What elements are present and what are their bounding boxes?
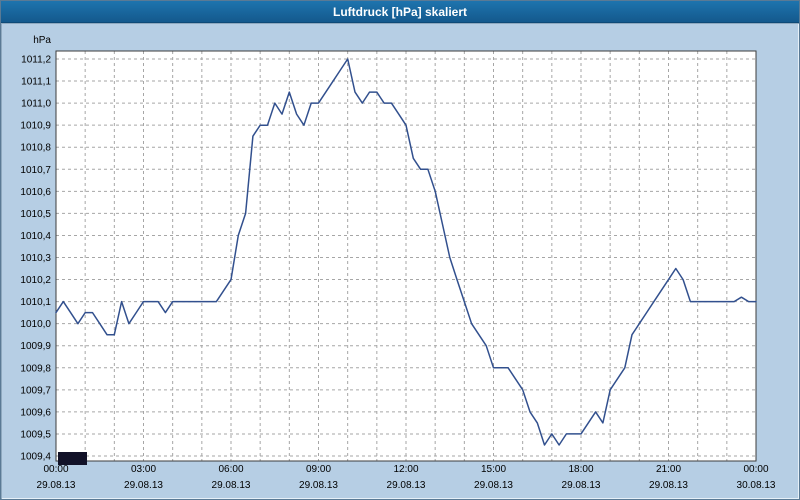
x-tick-date-label: 29.08.13	[124, 480, 163, 491]
y-tick-label: 1010,4	[20, 231, 51, 242]
x-tick-date-label: 29.08.13	[649, 480, 688, 491]
y-tick-label: 1010,2	[20, 275, 51, 286]
y-tick-label: 1010,8	[20, 143, 51, 154]
series-color-swatch	[58, 452, 87, 465]
y-tick-label: 1010,3	[20, 253, 51, 264]
pressure-line	[55, 58, 757, 446]
x-tick-time-label: 03:00	[131, 464, 156, 475]
x-tick-date-label: 29.08.13	[562, 480, 601, 491]
y-tick-label: 1009,4	[20, 452, 51, 463]
x-tick-date-label: 29.08.13	[474, 480, 513, 491]
y-tick-label: 1009,9	[20, 341, 51, 352]
x-tick-date-label: 29.08.13	[299, 480, 338, 491]
pressure-chart: 1011,2 1011,1 1011,0 1010,9 1010,8 1010,7 1010…	[20, 35, 776, 491]
x-tick-date-label: 30.08.13	[737, 480, 776, 491]
plot-border	[55, 50, 757, 462]
x-tick-time-label: 21:00	[656, 464, 681, 475]
y-tick-label: 1010,5	[20, 209, 51, 220]
y-tick-label: 1010,0	[20, 319, 51, 330]
y-tick-label: 1010,7	[20, 165, 51, 176]
y-tick-label: 1011,1	[21, 77, 51, 88]
x-tick-time-label: 00:00	[743, 464, 768, 475]
x-tick-time-label: 15:00	[481, 464, 506, 475]
y-tick-label: 1010,9	[20, 121, 51, 132]
chart-panel: 1011,2 1011,1 1011,0 1010,9 1010,8 1010,7 1010…	[1, 23, 799, 499]
y-tick-label: 1010,6	[20, 187, 51, 198]
window-title: Luftdruck [hPa] skaliert	[332, 4, 468, 19]
x-tick-time-label: 06:00	[218, 464, 243, 475]
window-titlebar[interactable]: Luftdruck [hPa] skaliert	[1, 1, 799, 23]
x-tick-date-label: 29.08.13	[387, 480, 426, 491]
x-tick-date-label: 29.08.13	[37, 480, 76, 491]
x-tick-time-label: 12:00	[393, 464, 418, 475]
x-tick-time-label: 00:00	[43, 464, 68, 475]
y-tick-label: 1011,2	[21, 55, 51, 66]
y-tick-label: 1011,0	[21, 99, 51, 110]
y-tick-label: 1009,7	[20, 385, 51, 396]
x-tick-date-label: 29.08.13	[212, 480, 251, 491]
y-axis-unit-label: hPa	[33, 35, 51, 46]
y-tick-label: 1009,8	[20, 363, 51, 374]
y-tick-label: 1009,6	[20, 407, 51, 418]
x-tick-time-label: 09:00	[306, 464, 331, 475]
y-tick-label: 1010,1	[20, 297, 51, 308]
x-tick-time-label: 18:00	[568, 464, 593, 475]
y-tick-label: 1009,5	[20, 429, 51, 440]
